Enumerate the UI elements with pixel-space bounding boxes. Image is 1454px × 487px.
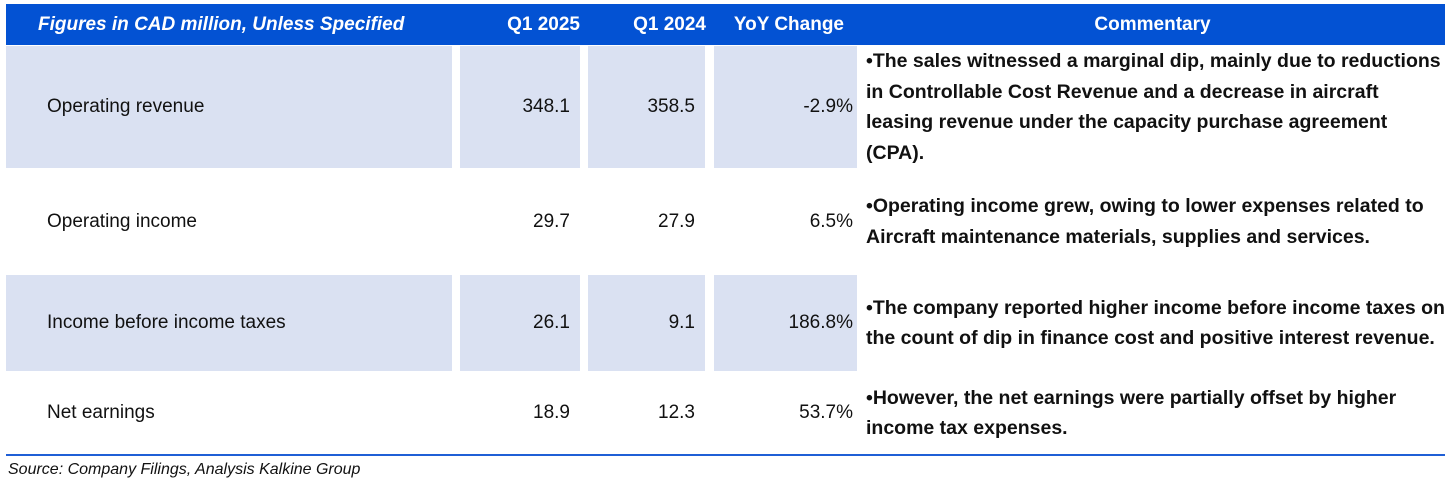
yoy-change-value: 53.7% [799, 402, 853, 423]
q1-2024-value: 358.5 [588, 46, 705, 168]
header-yoy-change: YoY Change [733, 14, 844, 35]
row-label: Operating revenue [6, 46, 452, 168]
q1-2024-value: 12.3 [658, 402, 695, 423]
yoy-change-value: 6.5% [809, 210, 853, 232]
q1-2025-value: 348.1 [460, 46, 580, 168]
row-label: Income before income taxes [6, 275, 452, 371]
table-row: Income before income taxes 26.1 9.1 186.… [6, 275, 1445, 371]
yoy-change-value: 186.8% [714, 275, 857, 371]
table-row: Operating income 29.7 27.9 6.5% •Operati… [6, 168, 1445, 275]
q1-2025-value: 26.1 [460, 275, 580, 371]
source-note: Source: Company Filings, Analysis Kalkin… [8, 461, 361, 478]
table-bottom-rule [6, 454, 1445, 456]
q1-2025-value: 29.7 [533, 210, 570, 232]
q1-2024-value: 9.1 [588, 275, 705, 371]
commentary-text: •Operating income grew, owing to lower e… [866, 195, 1424, 248]
row-label: Net earnings [47, 402, 155, 423]
q1-2024-value: 27.9 [658, 210, 695, 232]
q1-2025-value: 18.9 [533, 402, 570, 423]
table-header: Figures in CAD million, Unless Specified… [6, 4, 1445, 45]
header-q1-2024: Q1 2024 [633, 14, 706, 35]
table-row: Net earnings 18.9 12.3 53.7% •However, t… [6, 371, 1445, 455]
table-row: Operating revenue 348.1 358.5 -2.9% •The… [6, 46, 1445, 168]
commentary-text: •The sales witnessed a marginal dip, mai… [866, 50, 1441, 164]
header-figures-label: Figures in CAD million, Unless Specified [38, 14, 405, 35]
commentary-text: •The company reported higher income befo… [866, 296, 1445, 350]
header-commentary: Commentary [1094, 14, 1211, 35]
commentary-text: •However, the net earnings were partiall… [866, 386, 1397, 440]
yoy-change-value: -2.9% [714, 46, 857, 168]
row-label: Operating income [47, 210, 197, 232]
header-q1-2025: Q1 2025 [507, 14, 580, 35]
